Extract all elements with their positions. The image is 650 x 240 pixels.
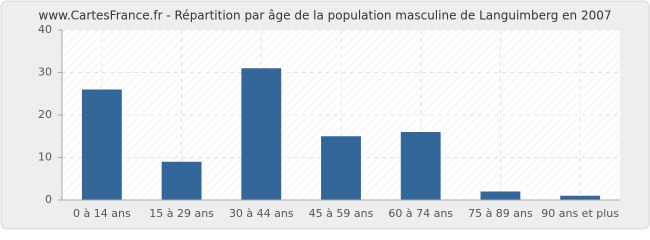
- chart-title: www.CartesFrance.fr - Répartition par âg…: [39, 9, 612, 23]
- bar: [480, 191, 521, 200]
- bar: [400, 132, 441, 200]
- bar: [241, 68, 282, 200]
- x-tick-label: 15 à 29 ans: [149, 207, 214, 220]
- chart: www.CartesFrance.fr - Répartition par âg…: [0, 0, 650, 230]
- x-tick-label: 45 à 59 ans: [309, 207, 374, 220]
- x-tick-label: 60 à 74 ans: [388, 207, 453, 220]
- x-tick-label: 0 à 14 ans: [73, 207, 131, 220]
- bar: [161, 161, 202, 200]
- y-tick-label: 20: [38, 108, 52, 121]
- bar: [560, 195, 601, 200]
- bar: [81, 89, 122, 200]
- x-tick-label: 75 à 89 ans: [468, 207, 533, 220]
- y-tick-label: 40: [38, 23, 52, 36]
- bar: [321, 136, 361, 200]
- x-tick-label: 90 ans et plus: [541, 207, 619, 220]
- x-tick-label: 30 à 44 ans: [229, 207, 294, 220]
- y-tick-label: 30: [38, 66, 52, 79]
- y-tick-label: 0: [45, 193, 52, 206]
- y-tick-label: 10: [38, 151, 52, 164]
